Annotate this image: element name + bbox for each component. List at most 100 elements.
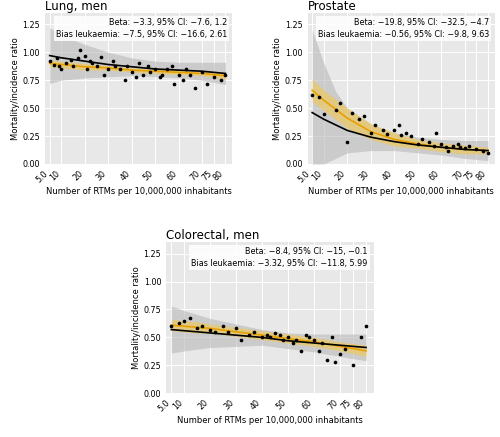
Point bbox=[100, 71, 108, 78]
Point bbox=[174, 71, 182, 78]
Point bbox=[342, 345, 349, 352]
Point bbox=[284, 334, 292, 341]
Point bbox=[156, 73, 164, 80]
Point bbox=[144, 62, 152, 69]
Point bbox=[297, 347, 305, 354]
Point bbox=[336, 99, 344, 106]
Text: Lung, men: Lung, men bbox=[45, 0, 108, 13]
Point bbox=[484, 149, 492, 156]
Point bbox=[212, 328, 220, 335]
Point bbox=[426, 138, 434, 145]
Point bbox=[372, 121, 380, 128]
Point bbox=[276, 332, 284, 339]
Point bbox=[348, 109, 356, 116]
Point bbox=[430, 142, 438, 149]
Point bbox=[362, 323, 370, 330]
Point bbox=[116, 66, 124, 73]
Point bbox=[245, 332, 253, 339]
Point bbox=[414, 140, 422, 147]
Point bbox=[406, 132, 414, 139]
Point bbox=[135, 60, 143, 67]
Point bbox=[120, 76, 128, 83]
Point bbox=[180, 76, 188, 83]
Point bbox=[168, 323, 175, 330]
Point bbox=[86, 58, 94, 65]
Point bbox=[378, 127, 386, 134]
Point bbox=[449, 142, 457, 149]
Point bbox=[292, 336, 300, 343]
Text: Colorectal, men: Colorectal, men bbox=[166, 229, 260, 243]
Point bbox=[316, 347, 324, 354]
Point bbox=[367, 129, 375, 136]
Point bbox=[250, 328, 258, 335]
Point bbox=[395, 121, 403, 128]
Point bbox=[460, 145, 468, 152]
Point bbox=[442, 144, 450, 151]
Point bbox=[67, 56, 75, 63]
Point bbox=[232, 325, 240, 332]
Point bbox=[290, 340, 298, 347]
Point bbox=[92, 62, 100, 69]
X-axis label: Number of RTMs per 10,000,000 inhabitants: Number of RTMs per 10,000,000 inhabitant… bbox=[177, 416, 363, 425]
Point bbox=[222, 71, 230, 78]
Point bbox=[432, 129, 440, 136]
Point bbox=[210, 73, 218, 80]
Point bbox=[332, 107, 340, 114]
Point bbox=[472, 146, 480, 153]
Point bbox=[480, 147, 488, 154]
Point bbox=[360, 112, 368, 119]
Point bbox=[437, 140, 445, 147]
Point bbox=[151, 66, 159, 73]
Point bbox=[83, 66, 91, 73]
Point bbox=[140, 71, 147, 78]
Y-axis label: Mortality/incidence ratio: Mortality/incidence ratio bbox=[10, 37, 20, 140]
Point bbox=[318, 340, 326, 347]
Point bbox=[194, 325, 202, 332]
Point bbox=[170, 80, 178, 87]
Point bbox=[355, 116, 363, 123]
Point bbox=[186, 315, 194, 322]
Point bbox=[202, 80, 210, 87]
Point bbox=[305, 334, 313, 341]
Point bbox=[344, 138, 351, 145]
Point bbox=[62, 60, 70, 67]
Point bbox=[323, 356, 331, 363]
Point bbox=[258, 334, 266, 341]
Point bbox=[88, 60, 96, 67]
Point bbox=[271, 329, 279, 336]
Point bbox=[328, 334, 336, 341]
Point bbox=[224, 328, 232, 335]
Point bbox=[97, 53, 105, 60]
Point bbox=[357, 334, 365, 341]
Point bbox=[76, 46, 84, 53]
Point bbox=[383, 130, 391, 137]
Point bbox=[397, 132, 405, 139]
Point bbox=[52, 54, 60, 61]
Point bbox=[349, 362, 357, 369]
Point bbox=[220, 323, 228, 330]
Point bbox=[163, 66, 171, 73]
Text: Prostate: Prostate bbox=[308, 0, 356, 13]
Point bbox=[180, 317, 188, 324]
Point bbox=[186, 71, 194, 78]
Point bbox=[198, 69, 206, 76]
Point bbox=[465, 142, 473, 149]
Point bbox=[402, 129, 410, 136]
Point bbox=[158, 71, 166, 78]
Point bbox=[310, 336, 318, 343]
Point bbox=[123, 62, 131, 69]
Point bbox=[182, 66, 190, 73]
Point bbox=[191, 84, 199, 91]
X-axis label: Number of RTMs per 10,000,000 inhabitants: Number of RTMs per 10,000,000 inhabitant… bbox=[308, 187, 494, 196]
Point bbox=[444, 147, 452, 154]
Point bbox=[112, 62, 120, 69]
Point bbox=[74, 54, 82, 61]
Point bbox=[308, 91, 316, 98]
Y-axis label: Mortality/incidence ratio: Mortality/incidence ratio bbox=[273, 37, 282, 140]
Point bbox=[81, 52, 89, 59]
Point bbox=[264, 332, 272, 339]
Text: Beta: −19.8, 95% CI: −32.5, −4.7
Bias leukaemia: −0.56, 95% CI: −9.8, 9.63: Beta: −19.8, 95% CI: −32.5, −4.7 Bias le… bbox=[318, 17, 490, 39]
Point bbox=[58, 66, 66, 73]
Point bbox=[266, 334, 274, 341]
Y-axis label: Mortality/incidence ratio: Mortality/incidence ratio bbox=[132, 267, 141, 369]
